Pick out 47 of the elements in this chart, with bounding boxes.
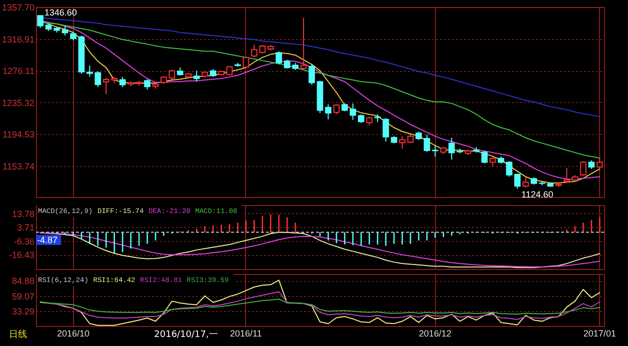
- y-tick-label: -6.36: [14, 236, 34, 246]
- candlestick: [325, 104, 332, 120]
- candlestick: [119, 76, 126, 88]
- candlestick: [62, 25, 68, 36]
- y-tick-label: 1316.91: [2, 34, 34, 44]
- candlestick: [168, 69, 176, 80]
- y-tick-label: 1235.32: [2, 98, 34, 108]
- y-tick-label: 1276.11: [2, 66, 34, 76]
- y-tick-label: 1194.53: [2, 130, 34, 140]
- y-tick-label: 1357.70: [2, 2, 34, 12]
- x-tick-label: 2016/11: [230, 328, 262, 338]
- annotation: -4.87: [37, 235, 58, 245]
- candlestick: [382, 118, 389, 142]
- x-tick-label: 2016/10: [56, 328, 90, 338]
- x-tick-label: 2016/12: [418, 328, 452, 338]
- y-tick-label: 3.71: [16, 222, 34, 233]
- candlestick: [490, 156, 496, 168]
- candlestick: [399, 136, 406, 150]
- candlestick: [300, 17, 307, 72]
- y-tick-label: -16.43: [8, 250, 34, 260]
- candlestick: [432, 145, 438, 157]
- candlestick: [333, 104, 340, 115]
- candlestick: [276, 50, 282, 65]
- candlestick: [564, 168, 570, 184]
- annotation: 1124.60: [521, 190, 554, 200]
- annotation: 1346.60: [44, 8, 77, 18]
- y-tick-label: 59.07: [12, 291, 34, 302]
- line-series: [40, 298, 600, 315]
- text: 日线: [9, 329, 27, 340]
- candlestick: [242, 56, 250, 69]
- candlestick: [193, 70, 200, 82]
- candlestick: [522, 177, 529, 188]
- text: 2016/10/17,一: [154, 330, 218, 340]
- line-series: [40, 291, 600, 320]
- candlestick: [481, 150, 488, 164]
- candlestick: [596, 158, 603, 170]
- y-tick-label: 84.88: [12, 276, 34, 286]
- candlestick: [580, 160, 586, 176]
- x-tick-label: 2017/01: [583, 328, 616, 338]
- candlestick: [424, 134, 430, 152]
- y-tick-label: 33.29: [12, 306, 34, 317]
- y-tick-label: 1153.74: [2, 162, 34, 172]
- candlestick: [226, 66, 233, 76]
- candlestick: [37, 15, 44, 28]
- candlestick: [144, 78, 150, 90]
- y-tick-label: 13.78: [12, 208, 34, 219]
- candlestick: [308, 64, 315, 86]
